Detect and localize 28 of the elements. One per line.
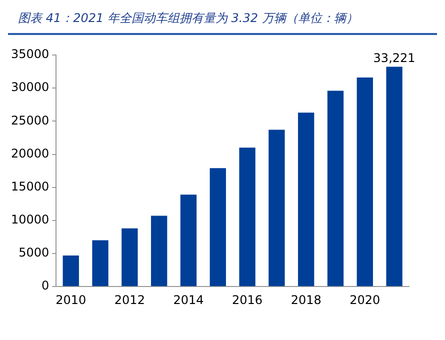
bar — [327, 90, 344, 286]
data-label: 33,221 — [373, 50, 416, 65]
bar — [268, 130, 285, 286]
y-tick-label: 15000 — [10, 179, 50, 194]
x-tick-label: 2012 — [114, 292, 145, 307]
y-tick-label: 5000 — [18, 246, 50, 260]
y-tick-label: 35000 — [10, 47, 50, 62]
bar — [150, 216, 168, 286]
bar — [239, 148, 256, 286]
y-tick-label: 10000 — [10, 212, 50, 227]
bar — [62, 256, 79, 286]
bar — [122, 228, 138, 286]
x-tick-label: 2018 — [290, 292, 322, 307]
bar — [356, 78, 373, 286]
y-tick-label: 0 — [42, 278, 50, 293]
x-tick-label: 2010 — [56, 292, 86, 307]
bar — [386, 66, 402, 286]
y-tick-label: 20000 — [10, 146, 50, 160]
bar — [92, 240, 108, 286]
y-tick-label: 25000 — [10, 113, 50, 128]
x-tick-label: 2020 — [350, 292, 380, 307]
x-tick-label: 2014 — [173, 292, 204, 307]
x-tick-label: 2016 — [232, 292, 263, 307]
bar — [298, 112, 314, 286]
bar — [180, 194, 197, 286]
bar — [210, 168, 226, 286]
chart-title: 图表 41：2021 年全国动车组拥有量为 3.32 万辆（单位：辆） — [8, 8, 437, 35]
y-tick-label: 30000 — [10, 80, 50, 94]
